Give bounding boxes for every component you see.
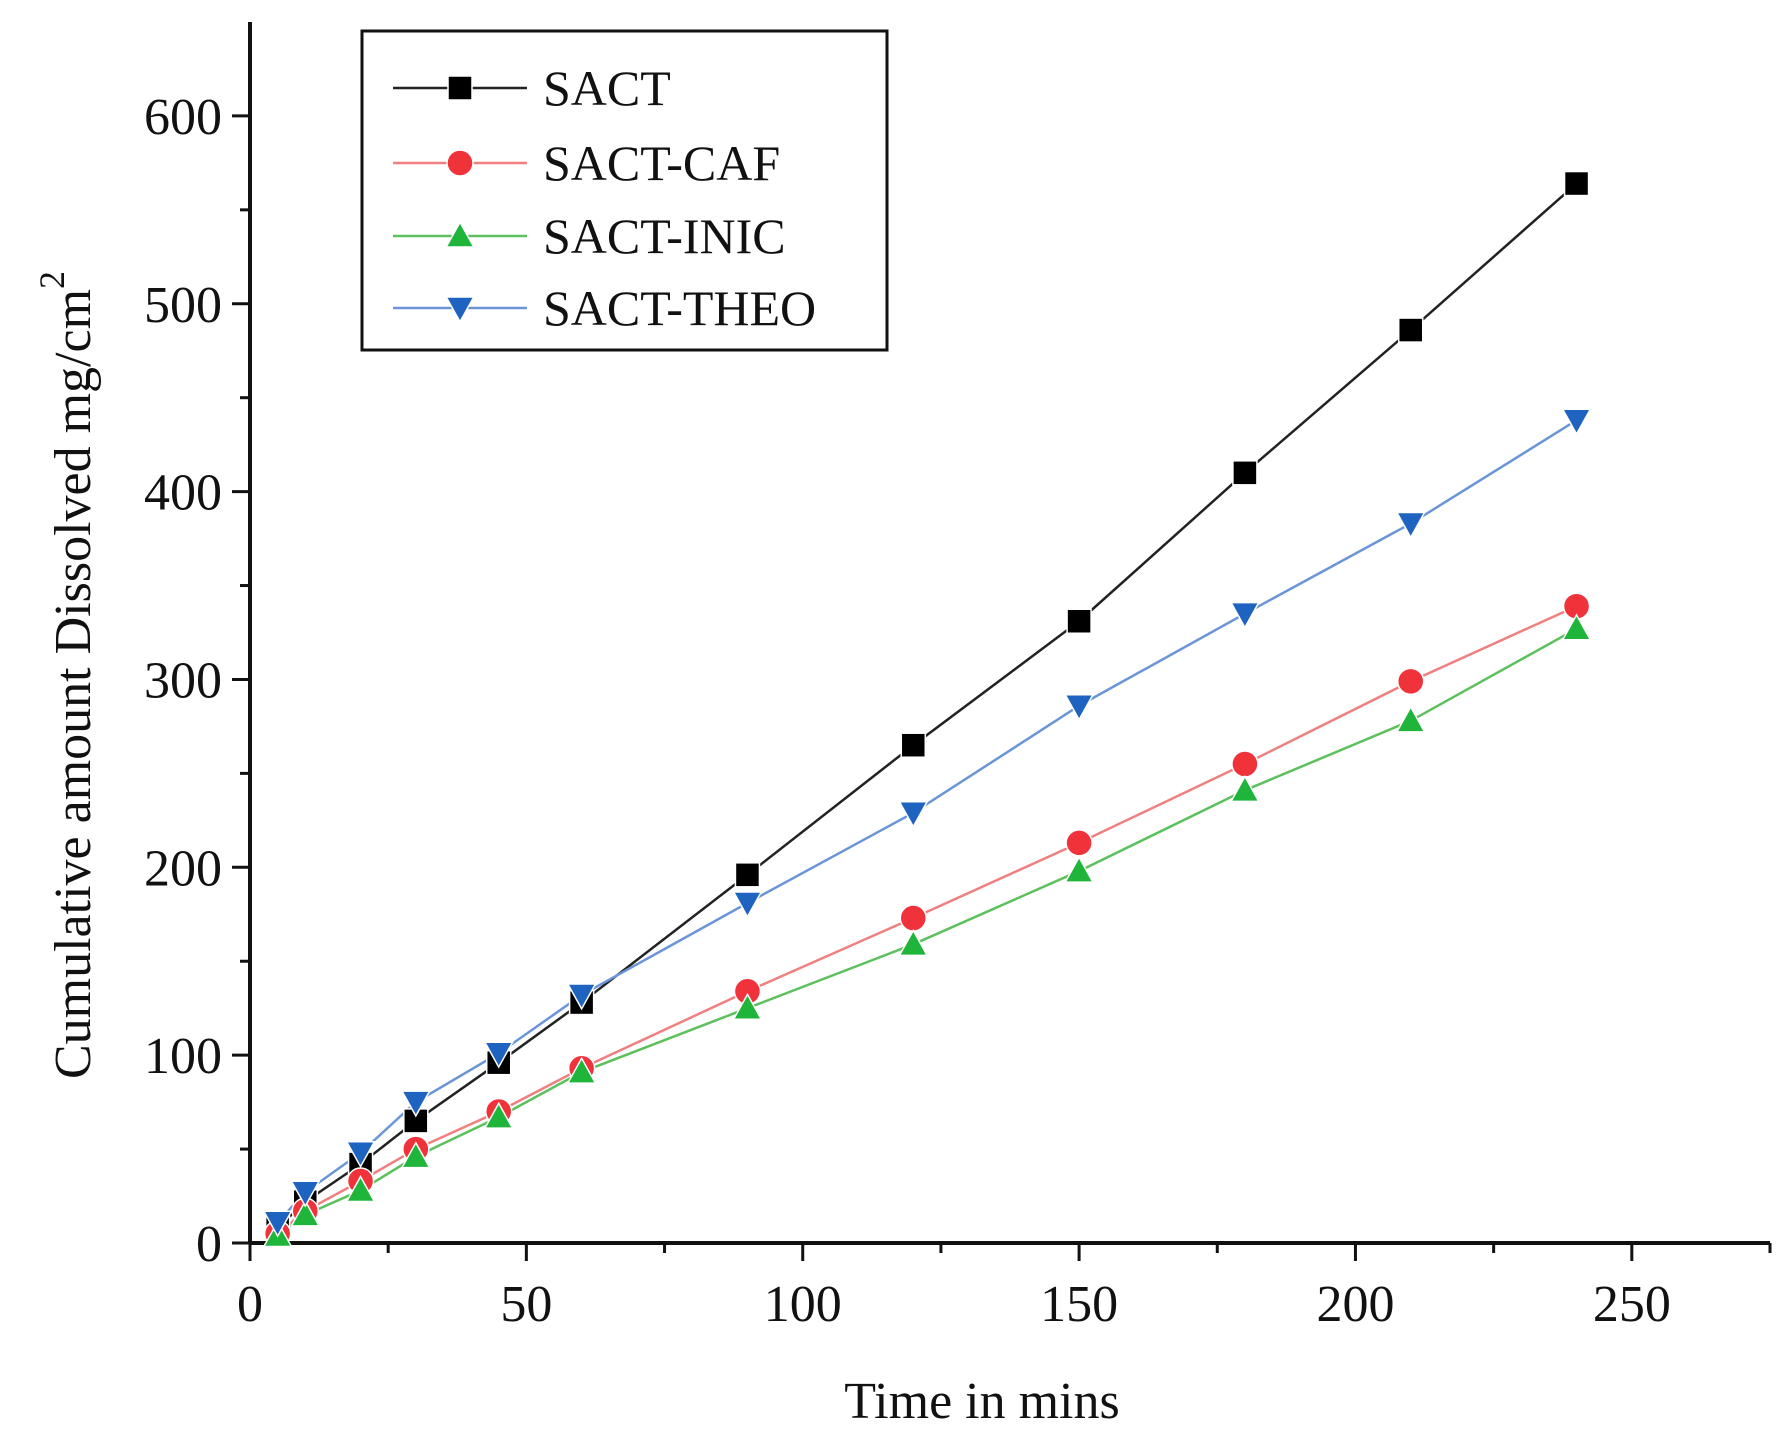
y-tick-label: 300 [144,652,222,709]
y-tick-label: 500 [144,277,222,334]
legend-entry-sact-inic: SACT-INIC [393,208,786,264]
series-line-sact-inic [276,627,1578,1237]
data-point-sact-theo [898,801,929,829]
legend-marker [444,296,476,324]
data-point-sact-inic [1561,613,1592,641]
data-point-sact-inic [290,1199,321,1227]
series-line-sact-caf [276,605,1578,1235]
data-point-sact-theo [566,983,597,1011]
y-axis-title-superscript: 2 [32,271,72,289]
y-axis-title-main: Cumulative amount Dissolved mg/cm [45,289,102,1079]
legend-entry-sact: SACT [393,60,671,116]
data-point-sact-theo [1395,511,1426,539]
data-point-sact-inic [345,1175,376,1203]
x-axis-title: Time in mins [844,1373,1120,1430]
series-markers [262,170,1592,1248]
y-tick-label: 200 [144,840,222,897]
data-point-sact [1563,170,1590,197]
legend-label: SACT-INIC [543,208,786,264]
data-point-sact-theo [1229,601,1260,630]
data-point-sact-theo [290,1180,321,1208]
axes [248,22,1770,1245]
data-point-sact-inic [1229,774,1260,803]
data-point-sact [1232,460,1258,486]
data-point-sact-caf [1396,667,1425,696]
data-point-sact-caf [899,904,928,932]
data-point-sact-theo [1561,408,1592,436]
x-tick-label: 50 [500,1276,552,1333]
y-tick-label: 100 [144,1028,222,1085]
legend: SACT SACT-CAF SACT-INIC SACT-THEO [360,29,889,352]
data-point-sact [1066,608,1092,634]
legend-label: SACT-CAF [543,135,780,191]
data-point-sact-theo [483,1041,514,1069]
y-tick-label: 400 [144,465,222,522]
legend-label: SACT [543,60,671,116]
x-tick-label: 100 [764,1276,842,1333]
data-point-sact-theo [400,1090,431,1118]
legend-marker [446,149,474,177]
x-tick-label: 150 [1040,1276,1118,1333]
y-axis-title: Cumulative amount Dissolved mg/cm2 [32,271,102,1079]
legend-label: SACT-THEO [543,280,816,336]
data-point-sact [900,732,927,758]
data-point-sact-caf [1065,829,1093,857]
data-point-sact-theo [732,891,763,919]
legend-marker [447,75,473,101]
data-point-sact-inic [400,1141,431,1169]
legend-entry-sact-caf: SACT-CAF [393,135,780,191]
y-tick-label: 0 [196,1216,222,1273]
y-tick-label: 600 [144,89,222,146]
x-tick-label: 200 [1316,1276,1394,1333]
data-point-sact-inic [566,1056,597,1084]
data-point-sact-theo [345,1141,376,1169]
data-point-sact-theo [262,1210,293,1238]
data-point-sact [734,862,761,888]
legend-entry-sact-theo: SACT-THEO [393,280,816,336]
legend-marker [444,220,476,248]
data-point-sact-caf [1231,750,1259,778]
data-point-sact-inic [732,992,763,1020]
data-point-sact [1397,317,1424,343]
x-tick-label: 250 [1593,1276,1671,1333]
x-tick-label: 0 [237,1276,263,1333]
data-point-sact-inic [898,928,929,957]
ticks: 0 50 100 150 200 250 0 100 200 300 400 500 600 [144,89,1772,1333]
data-point-sact-inic [1395,705,1426,733]
data-point-sact-inic [483,1101,514,1129]
data-point-sact-inic [1064,855,1095,883]
data-point-sact-theo [1064,693,1095,722]
series-line-sact-theo [276,419,1578,1224]
